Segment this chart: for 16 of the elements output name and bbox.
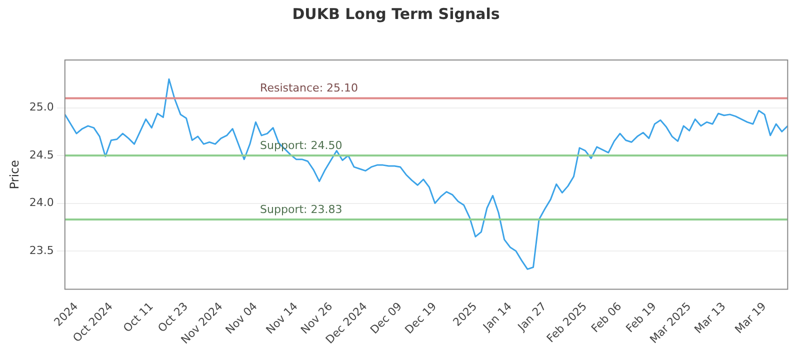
x-tick-label: Feb 06 — [588, 300, 624, 336]
x-tick-label: Dec 09 — [368, 300, 404, 336]
x-tick-label: Mar 19 — [732, 300, 769, 336]
chart-title: DUKB Long Term Signals — [292, 4, 500, 23]
ref-line-label: Support: 23.83 — [260, 202, 342, 216]
x-tick-label: Jan 27 — [514, 300, 549, 334]
y-tick-label: 24.0 — [29, 196, 54, 210]
x-tick-label: Dec 19 — [402, 300, 440, 336]
y-tick-label: 24.5 — [29, 148, 54, 162]
x-tick-label: Jan 14 — [480, 300, 514, 334]
ref-line-label: Resistance: 25.10 — [260, 82, 358, 95]
x-tick-label: Oct 11 — [120, 300, 156, 335]
y-tick-label: 23.5 — [29, 244, 54, 257]
x-tick-label: Mar 13 — [692, 300, 728, 336]
y-axis-title: Price — [7, 160, 22, 190]
y-tick-label: 25.0 — [29, 100, 54, 114]
